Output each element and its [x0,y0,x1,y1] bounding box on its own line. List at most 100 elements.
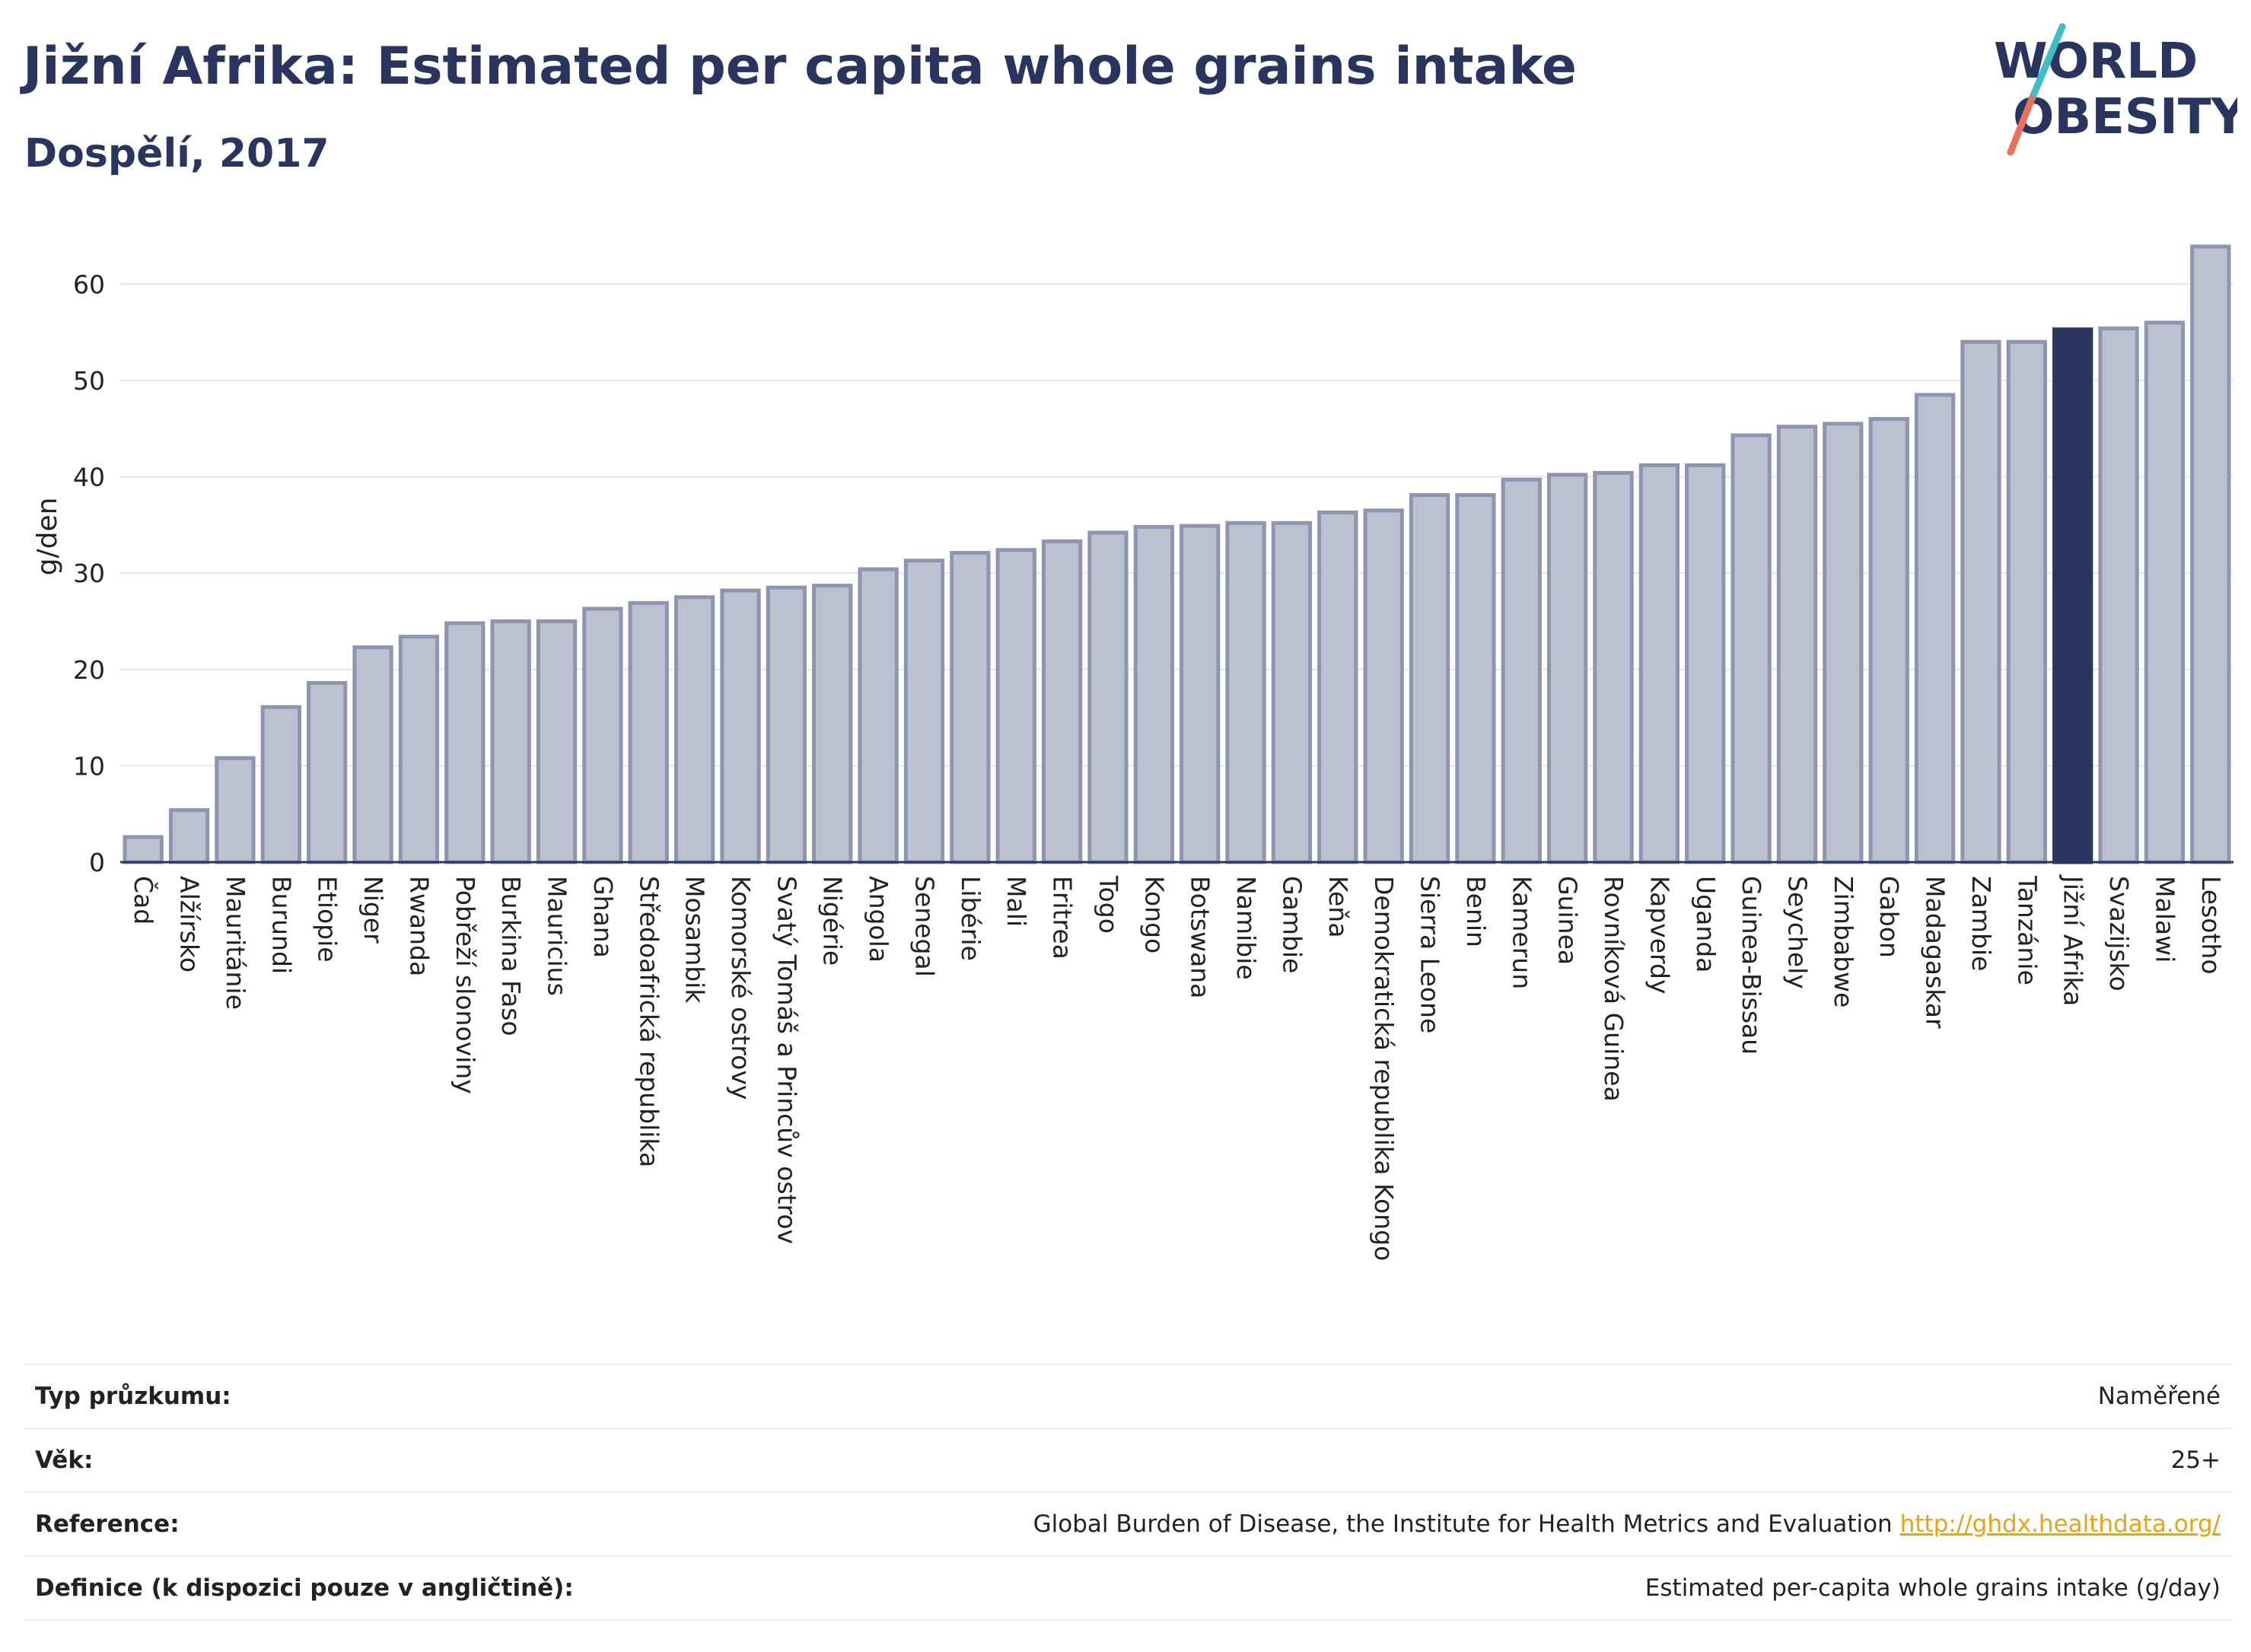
bar-25[interactable] [1225,520,1266,864]
reference-link[interactable]: http://ghdx.healthdata.org/ [1899,1510,2221,1538]
logo-teal-slash [2028,23,2066,103]
bar-15[interactable] [766,585,807,864]
x-tick-label: Guinea-Bissau [1737,876,1766,1055]
bar-24[interactable] [1180,524,1221,864]
x-tick-label: Burundi [266,876,296,974]
bar-18[interactable] [903,559,945,864]
x-tick-label: Lesotho [2196,876,2226,975]
y-tick-label: 40 [73,463,105,492]
x-tick-label: Komorské ostrovy [726,876,756,1100]
x-tick-label: Středoafrická republika [634,876,664,1167]
bar-28[interactable] [1363,508,1404,864]
x-tick-label: Namibie [1231,876,1261,980]
x-tick-label: Gambie [1277,876,1307,973]
x-tick-label: Nigérie [818,876,848,966]
bar-31[interactable] [1501,477,1542,864]
x-tick-label: Sierra Leone [1415,876,1445,1033]
info-value: Global Burden of Disease, the Institute … [1033,1510,2231,1538]
info-row: Reference: Global Burden of Disease, the … [24,1491,2231,1555]
x-tick-label: Zimbabwe [1829,876,1858,1007]
x-tick-label: Mosambik [680,876,710,1004]
bar-46[interactable] [2190,244,2231,864]
info-table: Typ průzkumu: Naměřené Věk: 25+ Reference: Gl… [24,1364,2231,1621]
bar-12[interactable] [628,600,669,864]
bar-27[interactable] [1317,510,1358,864]
x-tick-label: Čad [129,876,159,925]
x-tick-label: Ghana [588,876,618,958]
bar-13[interactable] [673,595,715,864]
bar-42[interactable] [2006,339,2047,864]
bar-40[interactable] [1914,393,1956,864]
bar-1[interactable] [123,835,164,864]
bar-45[interactable] [2144,320,2186,864]
bar-2[interactable] [168,808,210,864]
x-tick-label: Madagaskar [1921,876,1950,1029]
info-value-text: Naměřené [2097,1383,2221,1410]
bar-9[interactable] [490,619,531,864]
x-tick-label: Burkina Faso [496,876,526,1036]
x-tick-label: Botswana [1186,876,1215,998]
bar-39[interactable] [1868,417,1909,864]
bar-34[interactable] [1638,463,1680,864]
y-axis-title: g/den [32,498,63,576]
x-tick-label: Pobřeží slonoviny [451,876,480,1094]
bar-chart: 0 10 20 30 40 50 60 Čad Alžírsko Mauritánie Burun… [32,244,2233,1261]
x-tick-label: Malawi [2150,876,2179,963]
x-tick-label: Libérie [956,876,985,961]
bar-19[interactable] [950,551,991,864]
bar-21[interactable] [1041,539,1083,864]
info-value-text: 25+ [2170,1447,2221,1474]
x-tick-label: Kamerun [1507,876,1536,989]
x-tick-label: Kongo [1139,876,1169,953]
info-label: Definice (k dispozici pouze v angličtině… [35,1574,574,1602]
bar-37[interactable] [1776,425,1818,864]
bar-29[interactable] [1409,493,1450,864]
x-tick-label: Svazijsko [2104,876,2134,992]
bar-6[interactable] [352,645,393,864]
bar-43[interactable] [2052,327,2093,864]
info-value: Naměřené [2098,1383,2231,1410]
x-tick-label: Seychely [1782,876,1812,989]
bar-36[interactable] [1730,433,1772,864]
bar-8[interactable] [444,621,486,864]
info-label: Typ průzkumu: [35,1383,231,1410]
bar-35[interactable] [1685,463,1726,864]
bars [123,244,2231,864]
info-row: Typ průzkumu: Naměřené [24,1364,2231,1428]
bar-14[interactable] [720,588,761,864]
y-tick-label: 0 [89,848,105,877]
y-tick-label: 50 [73,366,105,396]
bar-38[interactable] [1823,422,1864,864]
bar-22[interactable] [1087,530,1129,864]
x-tick-label: Mauricius [543,876,572,996]
bar-41[interactable] [1960,339,2001,864]
bar-11[interactable] [582,606,623,864]
bar-16[interactable] [812,584,853,864]
bar-4[interactable] [260,705,301,864]
x-tick-label: Togo [1094,875,1123,934]
bar-44[interactable] [2098,326,2139,864]
x-tick-label: Rwanda [404,876,434,976]
bar-3[interactable] [215,756,256,864]
bar-30[interactable] [1455,493,1496,864]
x-tick-label: Benin [1461,876,1491,947]
x-tick-label: Angola [864,876,893,963]
info-value-text: Estimated per-capita whole grains intake… [1644,1574,2221,1602]
bar-10[interactable] [536,619,578,864]
info-value: 25+ [2171,1447,2231,1474]
y-tick-label: 10 [73,751,105,781]
logo-line-2: OBESITY [2013,89,2237,145]
bar-20[interactable] [995,548,1036,864]
world-obesity-logo: WORLD OBESITY [1994,23,2237,156]
bar-5[interactable] [307,680,348,864]
bar-23[interactable] [1133,524,1174,864]
x-tick-label: Senegal [909,876,939,977]
x-tick-label: Zambie [1966,876,1996,971]
bar-32[interactable] [1546,473,1588,864]
x-tick-label: Gabon [1874,876,1904,958]
x-tick-label: Eritrea [1048,876,1078,960]
bar-26[interactable] [1271,520,1313,864]
bar-7[interactable] [398,635,440,864]
bar-33[interactable] [1593,470,1634,864]
bar-17[interactable] [858,567,899,864]
